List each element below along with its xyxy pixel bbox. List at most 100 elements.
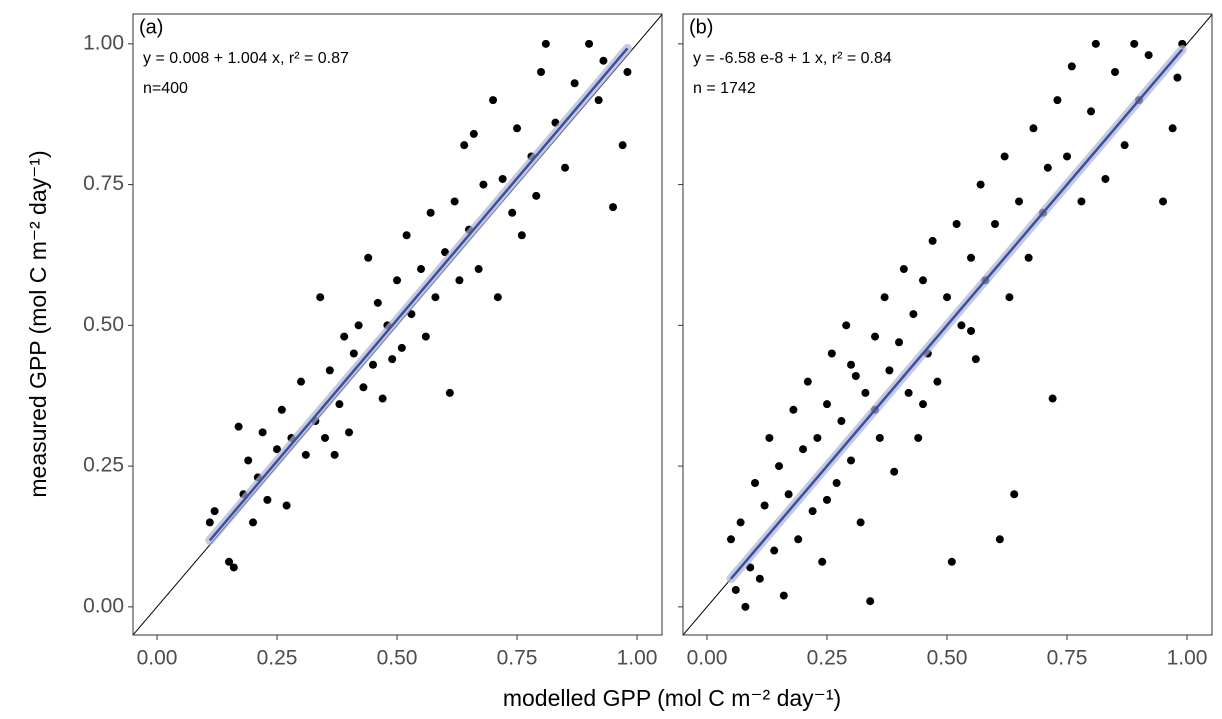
point xyxy=(1120,141,1129,150)
point xyxy=(489,96,498,105)
point xyxy=(474,265,483,274)
point xyxy=(952,220,961,229)
point xyxy=(794,535,803,544)
point xyxy=(818,557,827,566)
point xyxy=(537,67,546,76)
plot-area xyxy=(133,14,662,635)
sample-size: n = 1742 xyxy=(693,80,756,97)
point xyxy=(532,191,541,200)
point xyxy=(508,208,517,217)
point xyxy=(297,377,306,386)
y-tick-label: 1.00 xyxy=(83,31,124,54)
point xyxy=(349,349,358,358)
point xyxy=(541,39,550,48)
x-tick-label: 0.00 xyxy=(687,647,728,670)
point xyxy=(609,203,618,212)
point xyxy=(594,96,603,105)
point xyxy=(967,326,976,335)
x-tick-label: 0.25 xyxy=(257,647,298,670)
point xyxy=(765,433,774,442)
panel-border xyxy=(132,13,663,636)
point xyxy=(731,585,740,594)
point xyxy=(263,495,272,504)
point xyxy=(995,535,1004,544)
point xyxy=(431,293,440,302)
point xyxy=(397,343,406,352)
point xyxy=(1173,73,1182,82)
point xyxy=(1043,163,1052,172)
point xyxy=(943,293,952,302)
fit-line xyxy=(208,47,629,542)
point xyxy=(779,591,788,600)
point xyxy=(919,276,928,285)
point xyxy=(402,231,411,240)
point xyxy=(618,141,627,150)
point xyxy=(803,377,812,386)
point xyxy=(1101,174,1110,183)
point xyxy=(205,518,214,527)
point xyxy=(789,405,798,414)
x-tick-label: 1.00 xyxy=(617,647,658,670)
point xyxy=(871,332,880,341)
point xyxy=(736,518,745,527)
point xyxy=(1024,253,1033,262)
x-tick-label: 0.75 xyxy=(497,647,538,670)
point xyxy=(426,208,435,217)
point xyxy=(823,495,832,504)
point xyxy=(1063,152,1072,161)
plot-area xyxy=(683,14,1212,635)
point xyxy=(469,129,478,138)
point xyxy=(914,433,923,442)
point xyxy=(354,321,363,330)
point xyxy=(1053,96,1062,105)
point xyxy=(909,310,918,319)
point xyxy=(976,180,985,189)
point xyxy=(799,445,808,454)
point xyxy=(388,355,397,364)
point xyxy=(885,366,894,375)
point xyxy=(460,141,469,150)
x-tick-label: 0.00 xyxy=(137,647,178,670)
point xyxy=(947,557,956,566)
point xyxy=(967,253,976,262)
point xyxy=(450,197,459,206)
point xyxy=(1144,51,1153,60)
point xyxy=(321,433,330,442)
point xyxy=(599,56,608,65)
point xyxy=(623,67,632,76)
point xyxy=(856,518,865,527)
point xyxy=(971,355,980,364)
point xyxy=(258,428,267,437)
point xyxy=(561,163,570,172)
y-axis-label: measured GPP (mol C m⁻² day⁻¹) xyxy=(25,150,51,497)
point xyxy=(513,124,522,133)
point xyxy=(875,433,884,442)
point xyxy=(827,349,836,358)
point xyxy=(455,276,464,285)
point xyxy=(585,39,594,48)
point xyxy=(517,231,526,240)
point xyxy=(727,535,736,544)
point xyxy=(847,456,856,465)
point xyxy=(1087,107,1096,116)
y-tick-label: 0.75 xyxy=(83,172,124,195)
point xyxy=(991,220,1000,229)
point xyxy=(755,574,764,583)
point xyxy=(784,490,793,499)
point xyxy=(1091,39,1100,48)
point xyxy=(225,557,234,566)
point xyxy=(335,400,344,409)
point xyxy=(340,332,349,341)
point xyxy=(1077,197,1086,206)
point xyxy=(316,293,325,302)
point xyxy=(741,602,750,611)
point xyxy=(210,507,219,516)
point xyxy=(345,428,354,437)
panel-label: (b) xyxy=(689,16,713,38)
point xyxy=(895,338,904,347)
point xyxy=(919,400,928,409)
point xyxy=(445,388,454,397)
point xyxy=(282,501,291,510)
point xyxy=(1029,124,1038,133)
